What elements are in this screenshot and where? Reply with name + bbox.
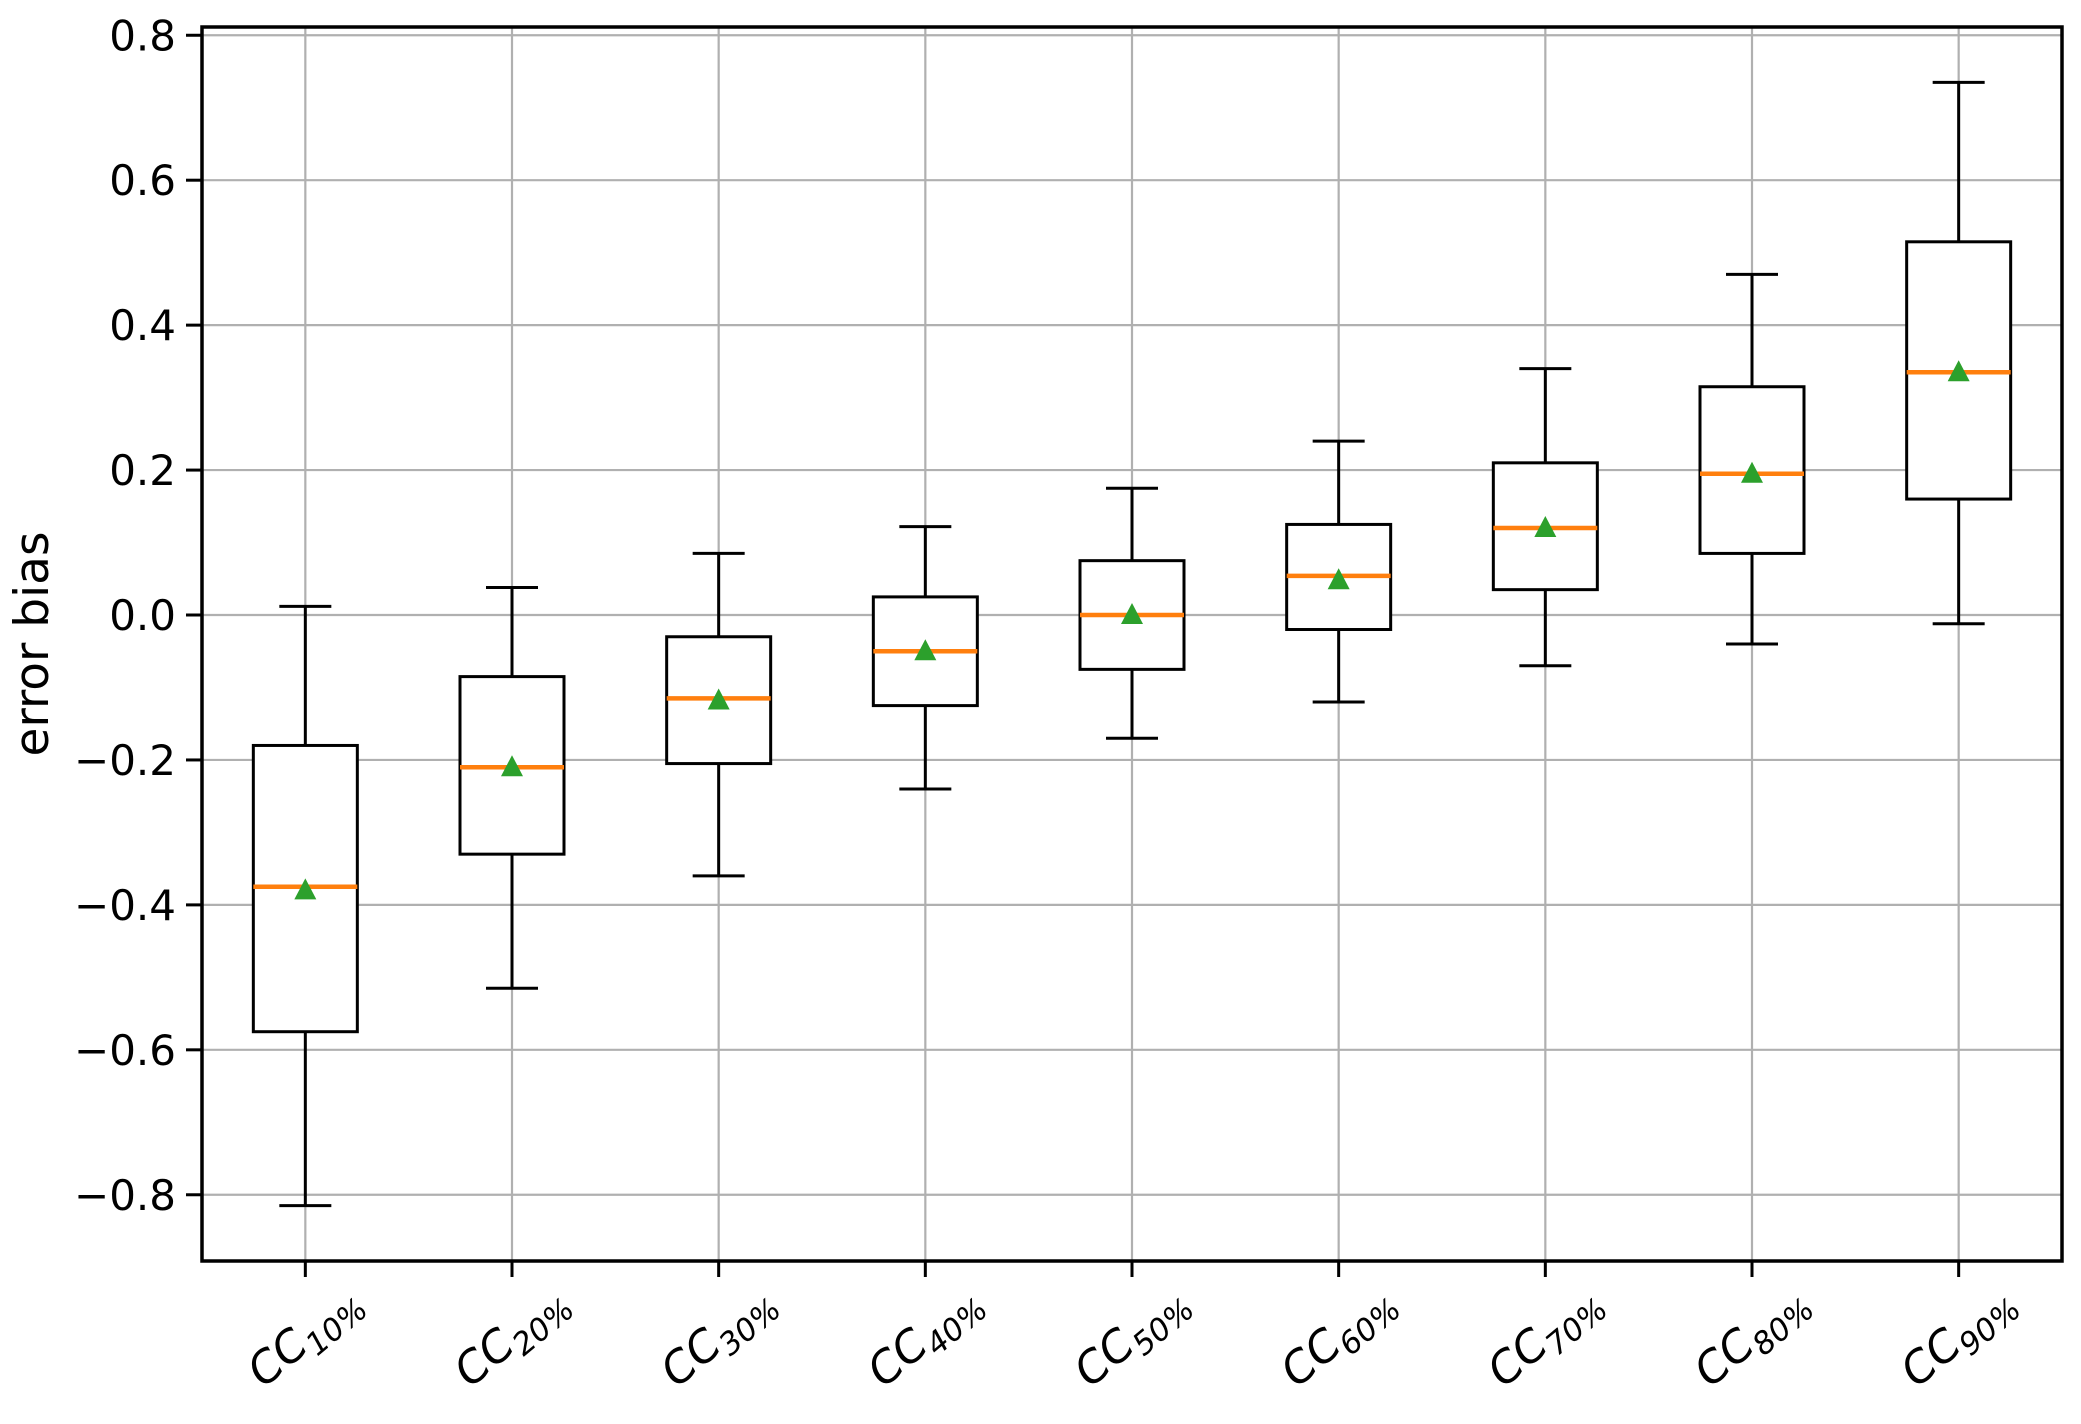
y-tick-label-0.2: 0.2 — [109, 446, 176, 495]
x-tick-label-CC10%: CC10% — [238, 1274, 375, 1402]
mean-marker-CC30% — [707, 688, 730, 710]
x-tick-label-CC40%: CC40% — [858, 1274, 995, 1402]
y-axis-label: error bias — [5, 532, 60, 757]
mean-marker-CC10% — [294, 878, 317, 900]
x-tick-label-CC90%: CC90% — [1891, 1274, 2028, 1402]
y-tick-label-−0.4: −0.4 — [74, 881, 176, 930]
mean-marker-CC80% — [1741, 461, 1763, 483]
mean-marker-CC70% — [1534, 516, 1557, 538]
x-tick-label-CC70%: CC70% — [1478, 1274, 1615, 1402]
mean-marker-CC50% — [1121, 603, 1143, 625]
mean-marker-CC40% — [914, 639, 937, 661]
mean-marker-CC20% — [501, 755, 523, 777]
y-tick-label-−0.6: −0.6 — [74, 1026, 176, 1075]
mean-marker-CC60% — [1327, 568, 1350, 590]
y-tick-label-0.0: 0.0 — [109, 591, 176, 640]
x-tick-label-CC60%: CC60% — [1271, 1274, 1408, 1402]
y-tick-label-0.8: 0.8 — [109, 11, 176, 60]
y-tick-label-−0.8: −0.8 — [74, 1171, 176, 1220]
mean-marker-CC90% — [1947, 360, 1970, 382]
x-tick-label-CC20%: CC20% — [444, 1274, 581, 1402]
boxes-layer — [251, 80, 2013, 1208]
axes-layer: 0.8 0.6 0.4 0.2 0.0 −0.2 −0.4 −0.6 −0.8 CC10% CC20… — [74, 11, 2028, 1402]
y-tick-label-0.4: 0.4 — [109, 301, 176, 350]
x-tick-label-CC50%: CC50% — [1064, 1274, 1201, 1402]
plot-border — [200, 25, 2064, 1263]
y-tick-label-−0.2: −0.2 — [74, 736, 176, 785]
x-tick-label-CC30%: CC30% — [651, 1274, 788, 1402]
y-tick-label-0.6: 0.6 — [109, 156, 176, 205]
x-tick-label-CC80%: CC80% — [1684, 1274, 1821, 1402]
